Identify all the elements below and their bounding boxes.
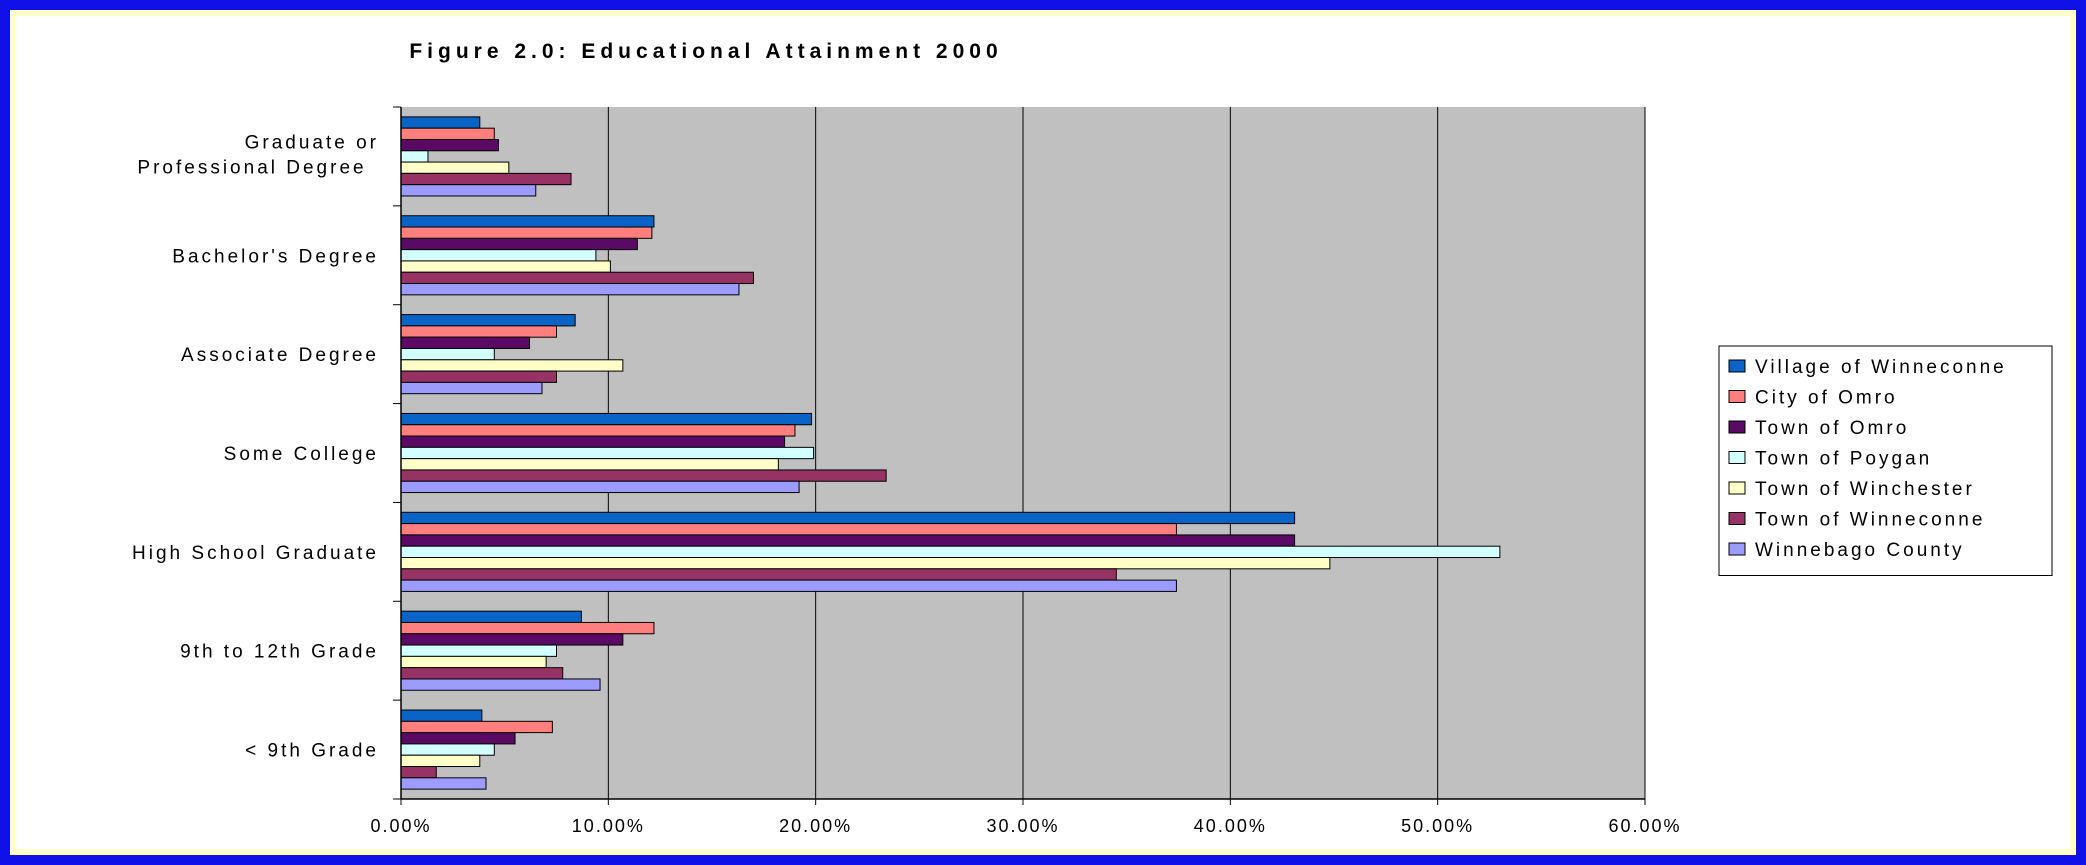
bar: [400, 359, 624, 372]
bar: [400, 381, 543, 395]
bar: [400, 534, 1296, 547]
x-tick-label: 30.00%: [986, 816, 1059, 836]
bar: [400, 777, 487, 790]
bar: [400, 644, 557, 657]
bar: [400, 161, 510, 174]
bar: [400, 732, 516, 745]
inner-frame: Figure 2.0: Educational Attainment 2000 …: [10, 10, 2076, 855]
x-tick-label: 20.00%: [779, 816, 852, 836]
bar: [400, 215, 655, 228]
legend-swatch: [1728, 390, 1746, 403]
bar: [400, 545, 1501, 559]
bar: [400, 766, 437, 779]
bar: [400, 480, 800, 494]
x-tick-label: 10.00%: [572, 816, 645, 836]
legend-swatch: [1728, 481, 1746, 495]
bar: [400, 347, 495, 361]
legend-label: Town of Winchester: [1755, 479, 1975, 500]
bar: [400, 469, 887, 482]
bar: [400, 172, 572, 186]
legend-swatch: [1728, 512, 1746, 525]
bar: [400, 271, 754, 285]
bar: [400, 655, 547, 669]
bar: [400, 226, 653, 239]
bar: [400, 458, 779, 471]
category-label: Associate Degree: [181, 345, 379, 366]
legend-label: City of Omro: [1755, 388, 1898, 409]
bar: [400, 579, 1177, 592]
bar: [400, 127, 495, 140]
legend-swatch: [1728, 420, 1746, 434]
bar: [400, 720, 553, 734]
bar: [400, 237, 638, 251]
bar: [400, 283, 740, 296]
bar: [400, 325, 557, 338]
bar: [400, 446, 815, 460]
axes: [393, 106, 1646, 805]
legend-swatch: [1728, 359, 1746, 373]
legend-swatch: [1728, 451, 1746, 464]
bar: [400, 754, 481, 768]
category-labels: Graduate or Professional Degree Bachelor's…: [132, 132, 379, 762]
bar: [400, 678, 601, 691]
bar: [400, 412, 813, 426]
x-tick-label: 0.00%: [370, 816, 431, 836]
bar: [400, 610, 582, 623]
legend-label: Town of Poygan: [1755, 449, 1932, 470]
bar: [400, 370, 557, 383]
bar: [400, 249, 597, 262]
bar: [400, 511, 1296, 525]
category-label: High School Graduate: [132, 543, 379, 564]
legend-label: Town of Winneconne: [1755, 510, 1985, 531]
bar: [400, 150, 429, 163]
bar: [400, 314, 576, 327]
category-label: 9th to 12th Grade: [180, 642, 379, 663]
x-tick-labels: 0.00% 10.00% 20.00% 30.00% 40.00% 50.00% 60.00…: [370, 816, 1681, 836]
legend: Village of Winneconne City of Omro Town of…: [1718, 345, 2053, 576]
bar: [400, 557, 1331, 570]
bar: [400, 709, 483, 722]
bar: [400, 633, 624, 646]
bar-chart: Figure 2.0: Educational Attainment 2000 …: [132, 40, 2053, 836]
x-tick-label: 40.00%: [1194, 816, 1267, 836]
bar: [400, 667, 564, 680]
bar: [400, 435, 786, 448]
bar: [400, 184, 537, 197]
legend-label: Winnebago County: [1755, 540, 1965, 561]
bar: [400, 568, 1117, 581]
legend-swatch: [1728, 542, 1746, 556]
bar: [400, 138, 499, 152]
chart-title: Figure 2.0: Educational Attainment 2000: [409, 40, 1002, 63]
bar: [400, 336, 531, 349]
x-tick-label: 60.00%: [1608, 816, 1681, 836]
category-label: Bachelor's Degree: [172, 246, 379, 267]
bar: [400, 260, 611, 273]
bar: [400, 743, 495, 756]
x-tick-label: 50.00%: [1401, 816, 1474, 836]
category-label: Graduate or Professional Degree: [137, 132, 379, 178]
legend-label: Village of Winneconne: [1755, 357, 2007, 378]
legend-label: Town of Omro: [1755, 418, 1909, 439]
bar: [400, 424, 796, 437]
category-label: < 9th Grade: [245, 741, 379, 762]
bar: [400, 621, 655, 635]
category-label: Some College: [224, 444, 379, 465]
chart-panel: Figure 2.0: Educational Attainment 2000 …: [16, 16, 2070, 849]
bar: [400, 116, 481, 129]
bar: [400, 523, 1177, 536]
legend-box: [1718, 345, 2053, 576]
